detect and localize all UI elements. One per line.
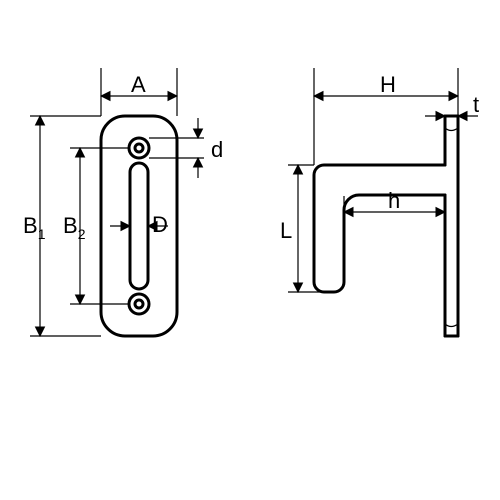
dim-h: h — [388, 188, 400, 213]
dim-d: d — [211, 137, 223, 162]
dim-H: H — [380, 72, 396, 97]
dim-D: D — [152, 212, 168, 237]
dim-L: L — [280, 218, 292, 243]
dim-t: t — [473, 92, 479, 117]
dim-A: A — [131, 72, 146, 97]
dim-B2: B2 — [63, 213, 86, 242]
dim-B1: B1 — [23, 213, 46, 242]
